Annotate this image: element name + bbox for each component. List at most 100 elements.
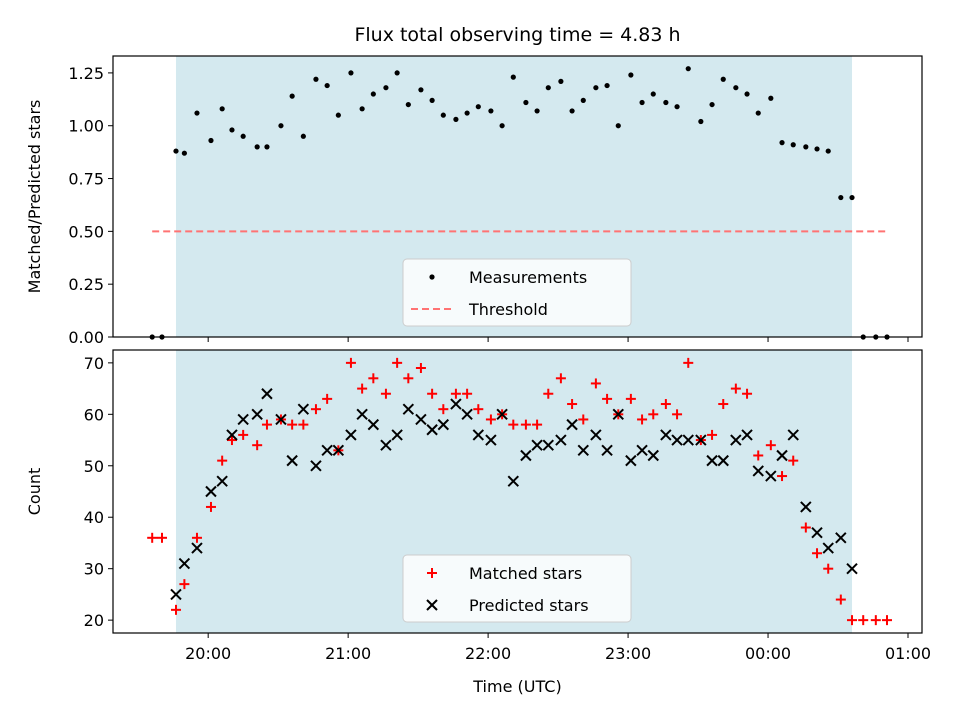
data-point [625,393,636,404]
data-point [543,388,554,399]
data-point-b [625,454,637,467]
data-point [173,148,179,154]
data-point [464,110,470,116]
y-tick-label: 30 [84,560,104,579]
data-point-b [531,439,543,451]
data-point [707,429,718,440]
data-point [577,444,589,457]
data-point [849,194,855,201]
data-point-b [367,418,380,431]
data-point-b [811,526,823,539]
data-point [870,615,881,626]
data-point [473,404,484,415]
data-point-b [178,557,191,570]
data-point [394,70,400,76]
data-point [858,615,869,626]
data-point [846,562,858,575]
data-point [520,449,532,462]
data-point-b [321,444,333,457]
data-point-b [345,429,357,441]
y-tick-label: 1.25 [68,64,104,83]
data-point [392,357,403,368]
data-point [779,140,785,146]
data-point [835,594,846,605]
data-point [216,475,228,487]
data-point [321,444,333,457]
data-point-b [461,408,473,421]
data-point [532,419,543,430]
y-tick-label: 0.50 [68,222,104,241]
data-point [208,137,214,144]
data-point [370,91,376,97]
data-point [601,444,613,457]
data-point [730,383,741,394]
data-point [252,440,263,451]
data-point-b [170,588,182,601]
data-point [755,110,761,116]
data-point [720,76,726,82]
data-point [147,532,158,543]
data-point [324,82,330,89]
legend: Measurements Threshold [402,258,632,327]
data-point [438,404,449,415]
legend-swatch [427,568,437,578]
legend: Matched stars Predicted stars [402,554,632,623]
y-tick-label: 70 [84,354,104,373]
data-point-b [822,542,834,554]
data-point [628,72,634,78]
data-point [205,501,216,512]
data-point [765,440,776,451]
data-point [812,548,823,559]
data-point [803,144,809,150]
data-point [289,93,295,99]
data-point [753,450,764,461]
data-point-b [846,562,858,575]
data-point [555,434,567,446]
data-point [229,127,235,133]
data-point-b [636,444,648,457]
data-point [674,104,680,110]
data-point [835,532,847,544]
data-point [569,108,575,114]
data-point-b [402,403,415,415]
data-point [647,449,659,462]
data-point [777,471,788,482]
data-point-b [226,429,238,441]
data-point-b [752,465,764,477]
data-point [194,110,200,116]
data-point-b [507,475,520,487]
data-point [368,373,379,384]
data-point [718,399,729,410]
data-point [520,419,531,430]
data-point [555,373,566,384]
data-point [814,146,820,152]
data-point-b [251,408,263,421]
data-point-b [380,439,392,451]
legend-box [402,258,632,327]
data-point [508,419,519,430]
data-point-b [601,444,613,457]
y-tick-label: 20 [84,611,104,630]
data-point [191,532,202,543]
data-point [313,76,319,82]
data-point [156,532,167,543]
data-point-b [415,413,427,426]
data-point [402,403,415,415]
data-point-b [577,444,589,457]
axes-frame [112,55,923,338]
data-point [427,388,438,399]
y-axis-label: Matched/Predicted stars [25,100,44,294]
data-point [179,579,190,590]
data-point [593,85,599,91]
data-point [523,99,529,106]
data-point [765,470,777,482]
data-point [251,408,263,421]
data-point [226,429,238,441]
data-point-b [695,434,707,446]
data-point-b [741,429,753,441]
data-point [811,526,823,539]
data-point-b [191,542,203,554]
data-point [415,363,426,374]
data-point-b [717,454,729,467]
